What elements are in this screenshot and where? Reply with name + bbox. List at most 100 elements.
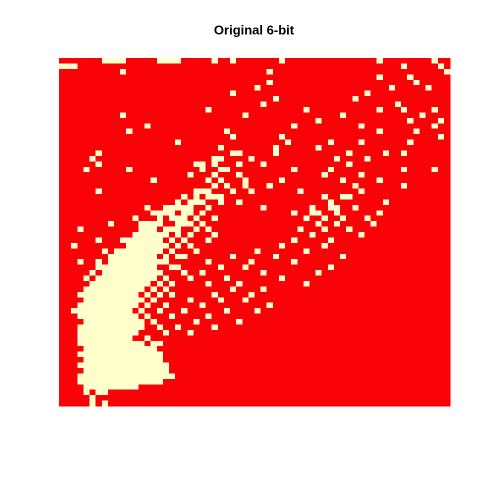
cell: [370, 248, 378, 255]
cell: [260, 139, 268, 146]
cell: [272, 90, 280, 97]
cell: [138, 362, 146, 369]
cell: [138, 357, 146, 363]
cell: [260, 134, 268, 141]
cell: [77, 226, 84, 233]
cell: [272, 204, 280, 211]
cell: [150, 351, 158, 358]
cell: [230, 313, 237, 320]
cell: [425, 204, 433, 211]
cell: [205, 128, 213, 135]
cell: [113, 248, 121, 255]
cell: [443, 242, 451, 249]
cell: [132, 112, 139, 119]
cell: [59, 112, 66, 119]
cell: [285, 226, 292, 233]
cell: [291, 264, 298, 271]
cell: [388, 63, 396, 70]
cell: [388, 329, 396, 336]
cell: [443, 400, 451, 407]
cell: [205, 357, 213, 363]
cell: [443, 134, 451, 141]
cell: [395, 259, 402, 266]
cell: [223, 275, 231, 282]
cell: [113, 378, 121, 385]
cell: [437, 346, 445, 353]
cell: [71, 155, 78, 162]
cell: [187, 237, 194, 244]
cell: [401, 351, 408, 358]
cell: [303, 324, 310, 331]
cell: [65, 123, 72, 130]
cell: [407, 313, 414, 320]
cell: [382, 193, 390, 200]
cell: [395, 297, 402, 304]
cell: [340, 221, 347, 228]
cell: [120, 308, 127, 315]
cell: [254, 85, 262, 92]
cell: [230, 291, 237, 298]
cell: [266, 270, 274, 276]
cell: [358, 139, 365, 146]
cell: [303, 58, 310, 64]
cell: [120, 248, 127, 255]
cell: [285, 117, 292, 124]
cell: [71, 79, 78, 86]
cell: [382, 280, 390, 287]
cell: [132, 346, 139, 353]
cell: [107, 150, 115, 157]
cell: [327, 259, 335, 266]
cell: [419, 128, 427, 135]
cell: [205, 242, 213, 249]
cell: [370, 79, 378, 86]
cell: [230, 226, 237, 233]
cell: [248, 155, 255, 162]
cell: [113, 74, 121, 81]
cell: [272, 308, 280, 315]
cell: [162, 367, 170, 374]
cell: [376, 96, 384, 102]
cell: [364, 264, 372, 271]
cell: [443, 204, 451, 211]
cell: [340, 313, 347, 320]
cell: [187, 297, 194, 304]
cell: [382, 215, 390, 222]
cell: [230, 248, 237, 255]
cell: [150, 373, 158, 380]
cell: [187, 68, 194, 75]
cell: [443, 340, 451, 347]
cell: [126, 79, 133, 86]
cell: [138, 378, 146, 385]
cell: [413, 68, 420, 75]
cell: [223, 221, 231, 228]
cell: [278, 259, 286, 266]
cell: [248, 389, 255, 396]
cell: [333, 286, 341, 293]
cell: [248, 270, 255, 276]
cell: [168, 177, 176, 184]
cell: [413, 384, 420, 391]
cell: [193, 302, 201, 309]
cell: [59, 85, 66, 92]
cell: [272, 193, 280, 200]
cell: [260, 253, 268, 260]
cell: [242, 101, 249, 108]
cell: [431, 400, 439, 407]
cell: [346, 177, 353, 184]
cell: [132, 90, 139, 97]
cell: [193, 280, 201, 287]
cell: [260, 221, 268, 228]
cell: [364, 253, 372, 260]
cell: [352, 253, 359, 260]
cell: [431, 313, 439, 320]
cell: [419, 324, 427, 331]
cell: [266, 74, 274, 81]
cell: [65, 291, 72, 298]
cell: [333, 389, 341, 396]
cell: [120, 193, 127, 200]
cell: [285, 221, 292, 228]
cell: [217, 264, 225, 271]
cell: [77, 112, 84, 119]
cell: [364, 313, 372, 320]
cell: [413, 232, 420, 238]
